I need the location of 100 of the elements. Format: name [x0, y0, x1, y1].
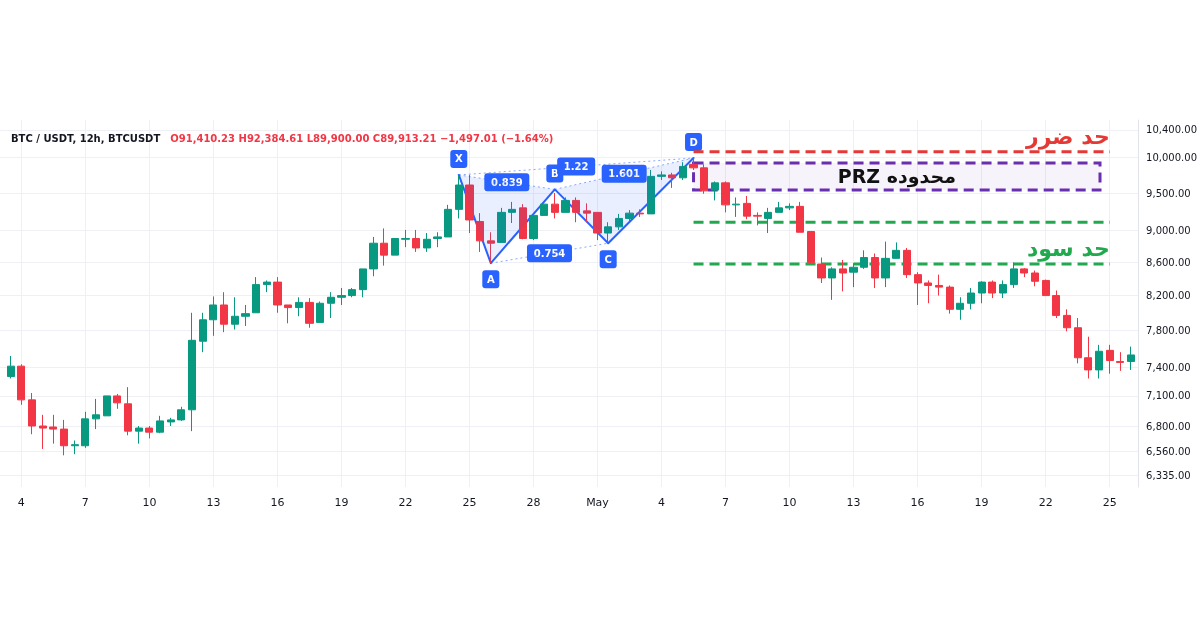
ref-line-label: حد ضرر: [1026, 123, 1110, 149]
candlestick: [359, 268, 367, 298]
candlestick: [60, 419, 68, 456]
x-tick-label: 19: [974, 496, 989, 509]
candlestick: [316, 301, 324, 323]
candlestick: [860, 249, 868, 270]
candlestick: [988, 279, 996, 299]
x-tick-label: 10: [782, 496, 797, 509]
candlestick: [1052, 289, 1060, 319]
candlestick: [188, 312, 196, 432]
x-tick-label: 25: [462, 496, 477, 509]
y-tick-label: 10,400.00: [1146, 124, 1198, 136]
annotation: B: [551, 167, 559, 179]
candlestick: [1095, 344, 1103, 379]
candlestick: [124, 386, 132, 436]
annotation: X: [454, 153, 463, 165]
candlestick: [263, 279, 271, 293]
x-tick-label: 16: [270, 496, 285, 509]
candlestick: [775, 201, 783, 213]
x-tick-label: 7: [722, 496, 730, 509]
candlestick: [914, 271, 922, 306]
candlestick: [135, 425, 143, 445]
annotation: 1.601: [608, 168, 641, 180]
candlestick: [220, 291, 228, 333]
candlestick: [881, 241, 890, 288]
annotation: 0.839: [490, 176, 523, 188]
candlestick: [39, 414, 47, 450]
x-tick-label: 4: [17, 496, 25, 509]
candlestick: [327, 291, 335, 319]
x-tick-label: 13: [846, 496, 861, 509]
candlestick: [753, 211, 762, 226]
candlestick: [839, 259, 847, 292]
candlestick: [487, 231, 495, 264]
candlestick: [49, 414, 57, 445]
annotation: 0.754: [533, 247, 566, 259]
candlestick: [145, 425, 153, 439]
annotation: 1.22: [563, 160, 589, 172]
candlestick: [508, 201, 516, 224]
candlestick: [497, 207, 506, 243]
annotation: D: [689, 136, 698, 148]
candlestick: [1020, 267, 1028, 278]
candlestick: [167, 417, 175, 427]
text: O91,410.23 H92,384.61 L89,900.00 C89,913.21 −1,497.01 (−1.64%): [170, 132, 554, 144]
candlestick: [113, 393, 121, 410]
candlestick: [1063, 308, 1071, 332]
candlestick: [721, 180, 730, 213]
candlestick: [81, 411, 89, 449]
candlestick: [273, 276, 282, 314]
x-tick-label: 22: [1038, 496, 1053, 509]
y-tick-label: 10,000.00: [1146, 151, 1198, 163]
candlestick: [199, 312, 207, 353]
candlestick: [177, 406, 185, 422]
x-tick-label: 4: [658, 496, 666, 509]
candlestick: [156, 415, 164, 434]
candlestick: [1116, 351, 1124, 372]
candlestick: [71, 440, 79, 455]
x-tick-label: May: [586, 496, 610, 509]
candlestick: [444, 204, 452, 238]
x-tick-label: 19: [334, 496, 349, 509]
y-tick-label: 6,335.00: [1146, 469, 1191, 481]
candlestick: [807, 230, 815, 265]
candlestick: [433, 231, 442, 248]
candlestick: [689, 157, 698, 171]
annotation: C: [604, 253, 612, 265]
y-tick-label: 7,400.00: [1146, 361, 1191, 373]
y-tick-label: 6,800.00: [1146, 420, 1191, 432]
candlestick: [935, 274, 943, 297]
candlestick: [903, 247, 911, 279]
x-tick-label: 10: [142, 496, 157, 509]
band-label: محدوده PRZ: [837, 165, 956, 187]
candlestick: [849, 262, 858, 288]
candlestick: [241, 304, 250, 327]
y-tick-label: 9,000.00: [1146, 225, 1191, 237]
y-tick-label: 7,800.00: [1146, 324, 1191, 336]
candlestick: [636, 208, 644, 218]
candlestick: [946, 284, 954, 315]
candlestick: [967, 287, 975, 310]
ref-line-label: حد سود: [1027, 236, 1110, 261]
candlestick: [540, 202, 548, 216]
x-tick-label: 16: [910, 496, 925, 509]
candlestick: [668, 172, 676, 189]
candlestick: [604, 221, 612, 244]
candlestick: [519, 203, 527, 240]
candlestick: [711, 180, 719, 201]
x-tick-label: 25: [1102, 496, 1117, 509]
candlestick: [657, 170, 666, 181]
candlestick: [743, 195, 751, 220]
candlestick: [17, 363, 25, 406]
candlestick: [455, 174, 463, 219]
candlestick: [7, 355, 15, 379]
candlestick: [956, 296, 964, 321]
candlestick: [1084, 336, 1092, 379]
candlestick: [924, 279, 932, 304]
candlestick: [1031, 270, 1039, 287]
candlestick: [817, 257, 826, 284]
candlestick: [978, 280, 986, 304]
candlestick: [1010, 261, 1018, 289]
candlestick: [1074, 317, 1082, 364]
candlestick: [295, 296, 303, 317]
candlestick: [529, 212, 538, 241]
